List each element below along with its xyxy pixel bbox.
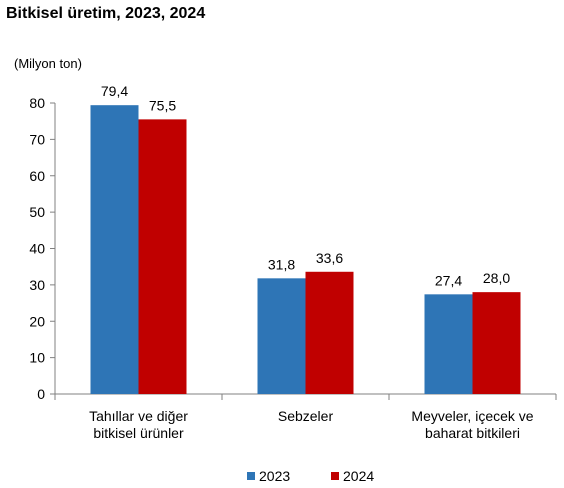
bar-2024-0 <box>138 119 187 395</box>
data-label: 33,6 <box>316 250 343 266</box>
legend-label: 2023 <box>259 468 290 484</box>
x-tick-label: bitkisel ürünler <box>93 425 184 441</box>
bar-2024-1 <box>305 271 354 394</box>
data-label: 79,4 <box>101 83 128 99</box>
legend: 2023 2024 <box>247 468 374 484</box>
x-tick-label: Sebzeler <box>278 408 334 424</box>
y-tick-label: 0 <box>37 386 45 402</box>
bar-2023-1 <box>257 278 306 394</box>
y-tick-label: 70 <box>29 131 45 147</box>
y-tick-label: 10 <box>29 350 45 366</box>
chart-title: Bitkisel üretim, 2023, 2024 <box>6 5 206 22</box>
x-tick-label: Tahıllar ve diğer <box>89 408 188 424</box>
value-labels: 79,4 75,5 31,8 33,6 27,4 28,0 <box>101 83 510 288</box>
y-tick-label: 30 <box>29 277 45 293</box>
y-tick-label: 60 <box>29 168 45 184</box>
bar-2023-2 <box>424 294 473 394</box>
x-axis <box>54 393 557 400</box>
y-axis-label: (Milyon ton) <box>14 56 82 71</box>
data-label: 28,0 <box>483 270 510 286</box>
x-tick-label: Meyveler, içecek ve <box>411 408 533 424</box>
data-label: 75,5 <box>149 97 176 113</box>
data-label: 27,4 <box>435 272 462 288</box>
data-label: 31,8 <box>268 256 295 272</box>
y-axis: 0 10 20 30 40 50 60 70 80 <box>29 95 56 402</box>
y-tick-label: 40 <box>29 241 45 257</box>
y-tick-label: 80 <box>29 95 45 111</box>
bar-2023-0 <box>90 105 139 395</box>
bars <box>90 105 521 395</box>
x-tick-label: baharat bitkileri <box>425 425 520 441</box>
legend-swatch-2023 <box>247 472 255 480</box>
y-tick-label: 50 <box>29 204 45 220</box>
bar-2024-2 <box>472 292 521 394</box>
legend-label: 2024 <box>343 468 374 484</box>
legend-swatch-2024 <box>331 472 339 480</box>
y-tick-label: 20 <box>29 313 45 329</box>
